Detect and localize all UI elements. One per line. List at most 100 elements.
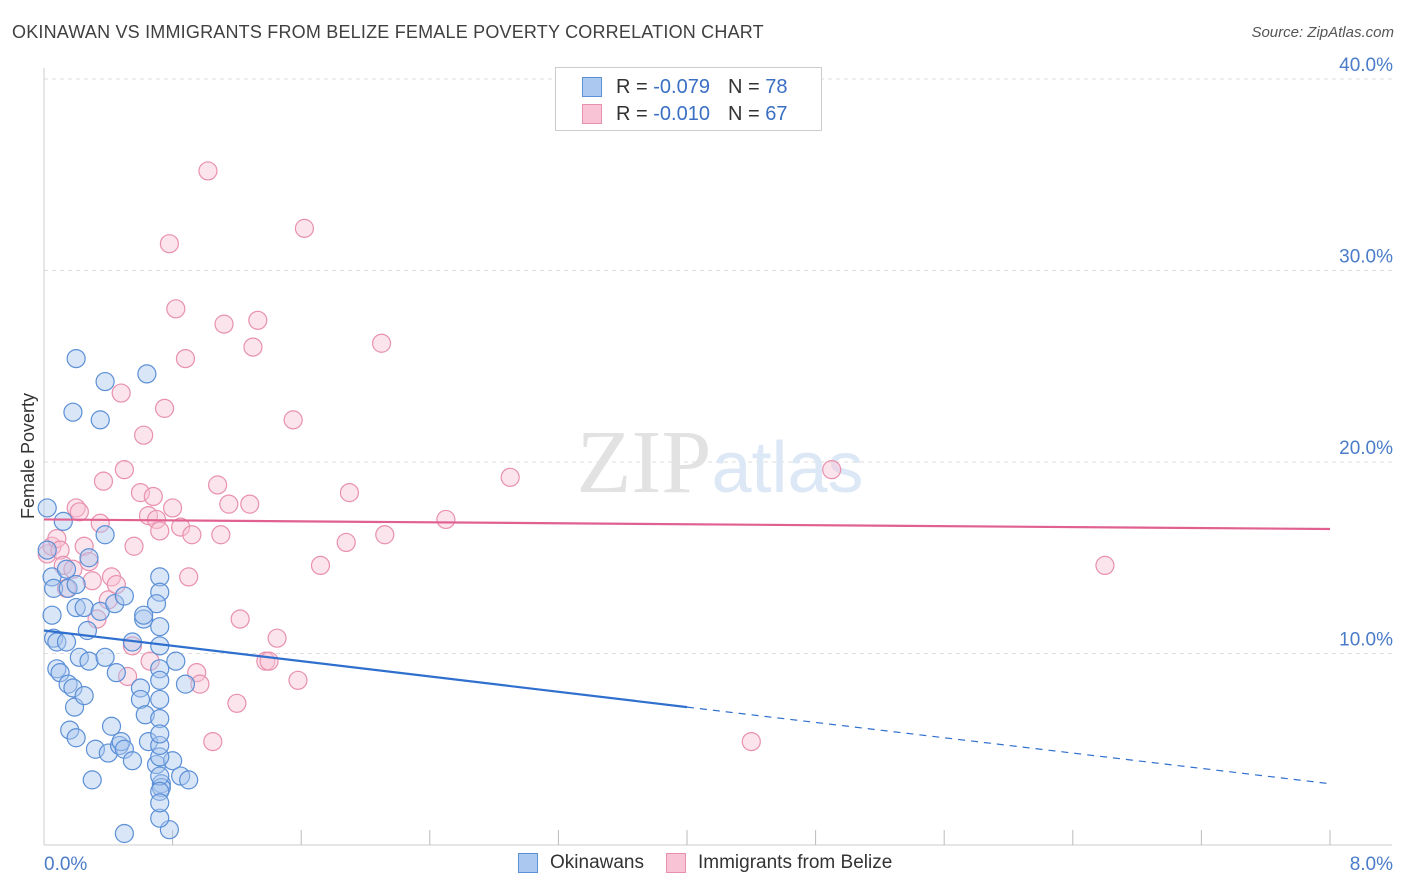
legend-r-value: -0.079 <box>653 75 710 98</box>
trend-lines <box>43 518 1331 785</box>
okinawans-point <box>150 808 170 828</box>
legend-swatch-pink <box>666 853 686 873</box>
okinawans-point <box>135 705 155 725</box>
legend-row-belize: R = -0.010 N = 67 <box>582 101 787 127</box>
y-tick-label: 30.0% <box>1339 247 1393 268</box>
y-tick-label: 40.0% <box>1339 55 1393 76</box>
belize-point <box>198 161 218 181</box>
belize-point <box>214 314 234 334</box>
okinawans-point <box>166 651 186 671</box>
legend-item-belize[interactable]: Immigrants from Belize <box>666 852 892 874</box>
belize-point <box>106 574 126 595</box>
legend-swatch-blue <box>518 853 538 873</box>
belize-point <box>82 571 102 591</box>
series-okinawans-points <box>37 348 199 844</box>
belize-point <box>1095 555 1115 576</box>
source-label: Source: ZipAtlas.com <box>1251 24 1394 41</box>
okinawans-point <box>134 605 154 625</box>
okinawans-point <box>44 578 64 598</box>
y-axis-label: Female Poverty <box>18 393 38 519</box>
okinawans-point <box>74 686 94 706</box>
legend-r-label: R = <box>616 102 648 125</box>
belize-point <box>140 651 160 671</box>
belize-point <box>117 666 138 687</box>
okinawans-point <box>150 766 170 786</box>
belize-point <box>248 310 268 330</box>
okinawans-point <box>163 751 183 771</box>
okinawans-point <box>146 594 167 614</box>
okinawans-point <box>69 647 89 667</box>
belize-point <box>283 410 303 430</box>
okinawans-point <box>79 548 99 568</box>
belize-point <box>240 494 260 514</box>
okinawans-point <box>42 605 62 625</box>
okinawans-point <box>98 743 118 763</box>
okinawans-point <box>175 674 196 694</box>
belize-point <box>93 471 114 491</box>
okinawans-point <box>150 709 170 729</box>
okinawans-point <box>85 739 106 759</box>
legend-row-okinawans: R = -0.079 N = 78 <box>582 74 787 100</box>
okinawans-point <box>74 597 94 618</box>
okinawans-point <box>150 781 170 801</box>
belize-point <box>171 517 191 537</box>
okinawans-point <box>137 364 157 384</box>
okinawans-point <box>95 647 115 667</box>
okinawans-trend-extension <box>686 706 1331 785</box>
okinawans-point <box>130 678 151 698</box>
belize-point <box>741 731 761 752</box>
axes <box>43 68 1392 846</box>
okinawans-trend-line <box>43 629 688 709</box>
belize-point <box>243 337 263 357</box>
okinawans-point <box>101 716 122 736</box>
belize-point <box>143 486 163 507</box>
watermark: ZIPatlas <box>576 413 863 512</box>
okinawans-point <box>60 720 80 740</box>
y-tick-label: 10.0% <box>1339 630 1393 651</box>
legend-swatch-blue <box>582 77 602 97</box>
series-belize-points <box>37 161 1115 752</box>
belize-point <box>211 525 231 545</box>
belize-point <box>74 536 94 556</box>
belize-point <box>339 483 360 503</box>
okinawans-point <box>95 525 115 545</box>
okinawans-point <box>138 731 159 752</box>
grid-lines <box>44 78 1392 654</box>
okinawans-point <box>179 770 199 790</box>
okinawans-point <box>50 663 70 683</box>
belize-point <box>375 525 395 545</box>
belize-point <box>69 502 89 522</box>
okinawans-point <box>106 663 126 683</box>
belize-point <box>500 467 520 487</box>
chart-title: OKINAWAN VS IMMIGRANTS FROM BELIZE FEMAL… <box>12 22 764 42</box>
okinawans-point <box>66 348 86 369</box>
belize-point <box>179 567 199 587</box>
belize-point <box>371 333 392 353</box>
belize-point <box>150 521 170 541</box>
belize-point <box>130 483 151 503</box>
okinawans-point <box>122 751 143 771</box>
legend-item-okinawans[interactable]: Okinawans <box>518 852 644 874</box>
belize-point <box>230 609 250 629</box>
belize-point <box>227 693 247 713</box>
belize-point <box>310 555 331 576</box>
okinawans-point <box>114 739 134 759</box>
okinawans-point <box>66 597 86 618</box>
okinawans-point <box>82 770 102 790</box>
belize-point <box>114 460 134 480</box>
y-tick-label: 20.0% <box>1339 438 1393 459</box>
okinawans-point <box>105 594 125 614</box>
okinawans-point <box>53 511 73 531</box>
okinawans-point <box>90 410 110 430</box>
okinawans-point <box>114 823 134 844</box>
belize-trend-line <box>43 518 1331 531</box>
legend-n-label: N = <box>727 75 760 98</box>
okinawans-point <box>63 402 83 422</box>
belize-point <box>124 536 144 556</box>
okinawans-point <box>37 498 57 518</box>
x-tick-label: 8.0% <box>1350 854 1393 875</box>
belize-point <box>175 348 196 369</box>
belize-point <box>190 674 210 694</box>
belize-point <box>134 425 154 445</box>
